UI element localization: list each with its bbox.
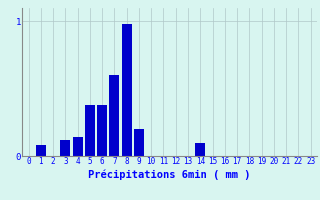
Bar <box>195 143 205 156</box>
Bar <box>60 140 70 156</box>
Bar <box>134 129 144 156</box>
Bar <box>97 105 107 156</box>
Bar <box>122 24 132 156</box>
Bar <box>73 137 83 156</box>
Bar <box>36 145 46 156</box>
X-axis label: Précipitations 6min ( mm ): Précipitations 6min ( mm ) <box>88 169 251 180</box>
Bar <box>109 75 119 156</box>
Bar <box>85 105 95 156</box>
